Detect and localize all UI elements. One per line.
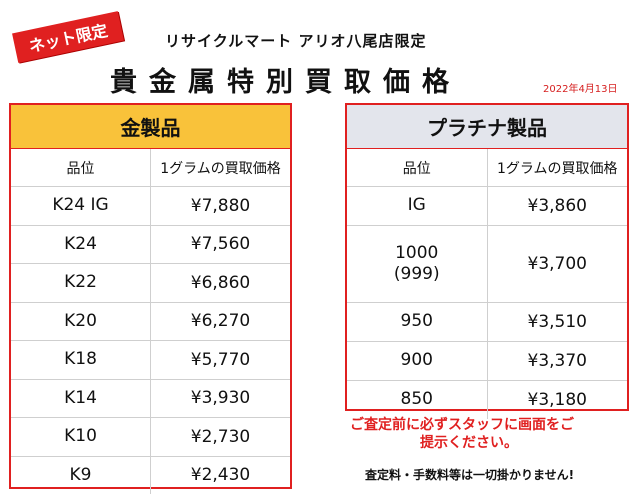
table-header-row: 品位 1グラムの買取価格 — [11, 149, 290, 187]
table-row: K10 ¥2,730 — [11, 417, 290, 456]
grade-value: K18 — [64, 349, 97, 370]
grade-cell: K24 IG — [11, 186, 151, 225]
grade-value: K22 — [64, 272, 97, 293]
table-row: K9 ¥2,430 — [11, 455, 290, 494]
notice-line: ご査定前に必ずスタッフに画面をご — [350, 417, 574, 433]
grade-cell: 900 — [347, 341, 488, 381]
price-cell: ¥7,560 — [150, 224, 290, 264]
price-cell: ¥2,430 — [150, 455, 290, 494]
gold-price-table: 品位 1グラムの買取価格 K24 IG ¥7,880 K24 ¥7,560 K22 ¥6,… — [11, 149, 290, 494]
grade-value: K20 — [64, 310, 97, 331]
price-cell: ¥3,370 — [487, 341, 627, 381]
gold-price-panel: 金製品 品位 1グラムの買取価格 K24 IG ¥7,880 K24 ¥7,560 K2… — [9, 103, 292, 494]
price-cell: ¥3,510 — [487, 302, 627, 342]
grade-value: K14 — [64, 387, 97, 408]
grade-cell: 850 — [347, 380, 488, 419]
platinum-price-table: 品位 1グラムの買取価格 IG ¥3,860 1000 (999) ¥3,700 950 ¥… — [347, 149, 627, 419]
table-row: 950 ¥3,510 — [347, 302, 627, 342]
grade-column-header: 品位 — [347, 149, 488, 187]
grade-cell: K14 — [11, 378, 151, 418]
table-row: IG ¥3,860 — [347, 186, 627, 226]
price-cell: ¥3,930 — [150, 378, 290, 418]
price-cell: ¥6,860 — [150, 263, 290, 302]
grade-value: K10 — [64, 426, 97, 447]
gold-panel-heading: 金製品 — [11, 105, 290, 149]
table-row: K20 ¥6,270 — [11, 301, 290, 341]
table-row: 900 ¥3,370 — [347, 341, 627, 381]
platinum-price-panel: プラチナ製品 品位 1グラムの買取価格 IG ¥3,860 1000 (999) ¥3,… — [345, 103, 629, 419]
price-cell: ¥5,770 — [150, 340, 290, 379]
gold-table-body: K24 IG ¥7,880 K24 ¥7,560 K22 ¥6,860 K20 ¥6,270 K… — [11, 186, 290, 494]
platinum-table-body: IG ¥3,860 1000 (999) ¥3,700 950 ¥3,510 900 ¥3,37… — [347, 186, 627, 419]
grade-cell: K10 — [11, 417, 151, 456]
grade-cell: K24 — [11, 224, 151, 264]
table-header-row: 品位 1グラムの買取価格 — [347, 149, 627, 187]
price-cell: ¥2,730 — [150, 417, 290, 456]
grade-cell: 950 — [347, 302, 488, 342]
grade-cell: K9 — [11, 455, 151, 494]
platinum-panel-heading: プラチナ製品 — [347, 105, 627, 149]
grade-cell: K22 — [11, 263, 151, 302]
price-cell: ¥7,880 — [150, 186, 290, 225]
grade-column-header: 品位 — [11, 149, 151, 187]
table-row: K24 IG ¥7,880 — [11, 186, 290, 225]
price-column-header: 1グラムの買取価格 — [160, 160, 281, 177]
table-row: K22 ¥6,860 — [11, 263, 290, 302]
table-row: K24 ¥7,560 — [11, 224, 290, 264]
grade-cell: K20 — [11, 301, 151, 341]
grade-value: K9 — [69, 464, 92, 485]
grade-value: IG — [407, 195, 426, 216]
grade-value: K24 — [64, 233, 97, 254]
table-row: K14 ¥3,930 — [11, 378, 290, 418]
notice-line: 提示ください。 — [420, 434, 518, 451]
staff-notice: ご査定前に必ずスタッフに画面をご 提示ください。 — [350, 417, 630, 452]
grade-cell: K18 — [11, 340, 151, 379]
table-row: 850 ¥3,180 — [347, 380, 627, 419]
grade-value: 950 — [400, 311, 433, 332]
page-title: 貴金属特別買取価格 — [110, 67, 461, 98]
price-cell: ¥6,270 — [150, 301, 290, 341]
store-name: リサイクルマート アリオ八尾店限定 — [165, 32, 427, 50]
grade-value: 1000 — [395, 242, 439, 263]
grade-sub-value: (999) — [393, 264, 440, 284]
price-cell: ¥3,180 — [487, 380, 627, 419]
grade-value: K24 IG — [52, 195, 109, 216]
grade-value: 900 — [400, 350, 433, 371]
price-cell: ¥3,860 — [487, 186, 627, 226]
grade-cell: IG — [347, 186, 488, 226]
table-row: K18 ¥5,770 — [11, 340, 290, 379]
price-cell: ¥3,700 — [487, 225, 627, 303]
table-row: 1000 (999) ¥3,700 — [347, 225, 627, 303]
price-column-header: 1グラムの買取価格 — [497, 160, 618, 177]
online-limited-badge: ネット限定 — [12, 11, 124, 63]
grade-cell: 1000 (999) — [347, 225, 488, 303]
price-date: 2022年4月13日 — [543, 84, 618, 95]
fee-note: 査定料・手数料等は一切掛かりません! — [365, 468, 575, 482]
grade-value: 850 — [400, 389, 433, 410]
